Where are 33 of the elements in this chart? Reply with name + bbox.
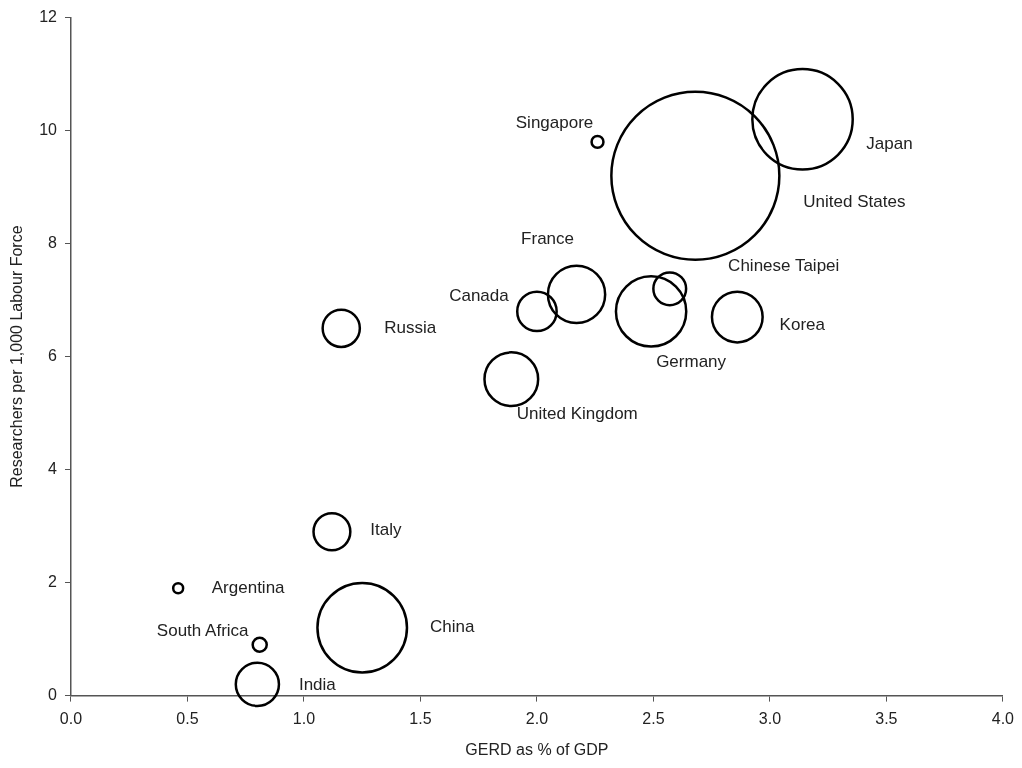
- annotation: Japan: [866, 133, 913, 153]
- y-axis-title: Researchers per 1,000 Labour Force: [8, 225, 26, 488]
- annotation: South Africa: [156, 621, 250, 641]
- annotation: United Kingdom: [516, 403, 638, 423]
- y-tick-label: 10: [39, 121, 58, 139]
- annotation: Korea: [779, 314, 826, 334]
- x-tick-label: 2.0: [525, 709, 549, 727]
- annotation: Argentina: [211, 577, 286, 597]
- annotation: Chinese Taipei: [728, 256, 840, 276]
- y-tick-label: 0: [48, 686, 58, 704]
- x-tick-label: 4.0: [991, 709, 1015, 727]
- annotation: United States: [803, 192, 906, 212]
- x-tick-label: 3.5: [875, 709, 898, 727]
- x-axis-title: GERD as % of GDP: [465, 740, 609, 758]
- x-tick-label: 3.0: [758, 709, 782, 727]
- x-tick-label: 1.5: [409, 709, 432, 727]
- y-tick-label: 2: [48, 573, 58, 591]
- y-tick-label: 6: [48, 347, 58, 365]
- annotation: Russia: [384, 318, 437, 338]
- x-tick-label: 1.0: [292, 709, 316, 727]
- annotation: Canada: [449, 286, 510, 306]
- annotation: India: [298, 674, 337, 694]
- x-tick-label: 0.5: [176, 709, 199, 727]
- annotation: Italy: [370, 520, 403, 540]
- annotation: France: [521, 229, 574, 249]
- y-tick-label: 12: [39, 8, 58, 26]
- annotation: Singapore: [515, 112, 594, 132]
- x-tick-label: 0.0: [59, 709, 83, 727]
- x-tick-label: 2.5: [642, 709, 665, 727]
- y-tick-label: 8: [48, 234, 58, 252]
- annotation: Germany: [656, 352, 727, 372]
- annotation: China: [430, 617, 475, 637]
- y-tick-label: 4: [48, 460, 58, 478]
